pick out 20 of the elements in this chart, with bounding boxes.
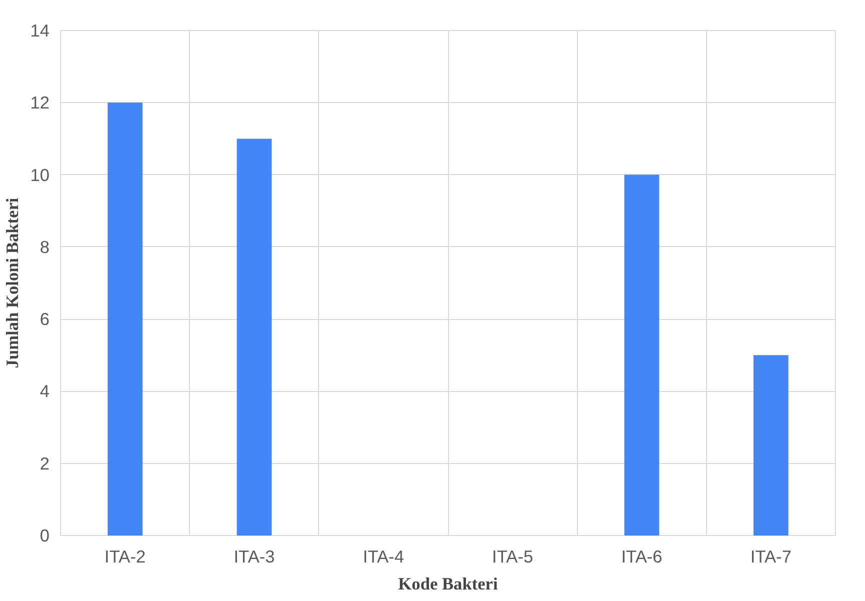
y-tick-label: 2 xyxy=(40,453,50,474)
bar xyxy=(753,355,788,536)
bar xyxy=(108,102,143,536)
bar xyxy=(624,174,660,536)
y-tick-label: 8 xyxy=(40,236,50,257)
x-axis-title: Kode Bakteri xyxy=(398,574,498,594)
x-tick-label: ITA-2 xyxy=(104,546,146,566)
x-tick-label: ITA-6 xyxy=(621,546,662,566)
x-tick-label: ITA-7 xyxy=(750,546,792,566)
x-tick-label: ITA-4 xyxy=(362,546,404,566)
y-tick-label: 0 xyxy=(40,526,50,546)
x-tick-label: ITA-5 xyxy=(492,546,534,566)
bar xyxy=(236,138,272,536)
y-tick-label: 10 xyxy=(30,164,50,185)
y-tick-label: 6 xyxy=(40,309,50,330)
y-axis-title: Jumlah Koloni Bakteri xyxy=(3,198,22,368)
y-tick-label: 14 xyxy=(30,20,50,40)
y-tick-label: 4 xyxy=(40,381,50,402)
y-tick-label: 12 xyxy=(30,92,50,113)
x-tick-label: ITA-3 xyxy=(234,546,275,566)
